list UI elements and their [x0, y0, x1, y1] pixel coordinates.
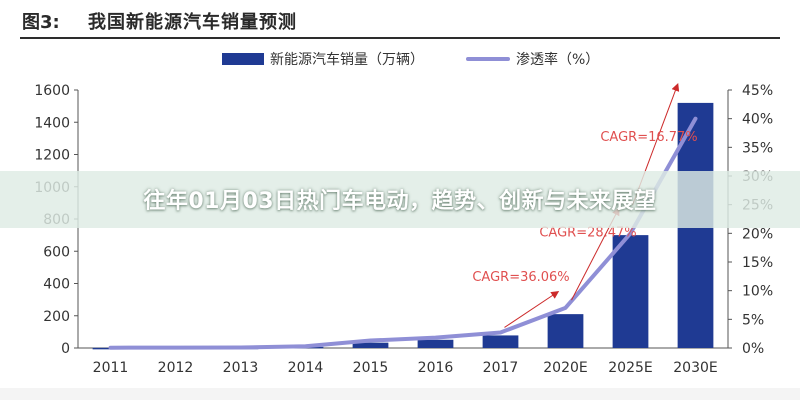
left-axis-tick-label: 1600 [34, 83, 70, 99]
legend-bar-label: 新能源汽车销量（万辆） [270, 51, 424, 68]
legend-bar-swatch [222, 53, 264, 65]
left-axis-tick-label: 600 [43, 244, 70, 260]
sales-bar [417, 339, 454, 348]
x-axis-tick-label: 2013 [223, 360, 259, 376]
left-axis-tick-label: 1200 [34, 148, 70, 164]
right-axis-tick-label: 15% [742, 255, 773, 271]
x-axis-tick-label: 2020E [543, 360, 587, 376]
x-axis-tick-label: 2016 [418, 360, 454, 376]
sales-bar [547, 314, 584, 348]
figure-label: 图3: [22, 12, 60, 33]
cagr-label: CAGR=36.06% [472, 270, 569, 285]
right-axis-tick-label: 35% [742, 140, 773, 156]
header-divider [20, 37, 780, 39]
right-axis-tick-label: 45% [742, 83, 773, 99]
right-axis-tick-label: 40% [742, 112, 773, 128]
sales-bar [482, 335, 519, 348]
x-axis-tick-label: 2012 [158, 360, 194, 376]
right-axis-tick-label: 20% [742, 226, 773, 242]
penetration-rate-line [108, 116, 698, 350]
x-axis-tick-label: 2017 [483, 360, 519, 376]
headline-text: 往年01月03日热门车电动，趋势、创新与未来展望 [143, 189, 657, 214]
right-axis-tick-label: 10% [742, 284, 773, 300]
bottom-caption-strip [0, 388, 800, 400]
headline-banner [0, 171, 800, 228]
sales-bar [352, 342, 389, 348]
figure-title: 我国新能源汽车销量预测 [88, 12, 297, 33]
x-axis-tick-label: 2014 [288, 360, 324, 376]
left-axis-tick-label: 0 [61, 341, 70, 357]
cagr-arrow [504, 291, 560, 328]
x-axis-tick-label: 2030E [673, 360, 717, 376]
figure-header: 图3: 我国新能源汽车销量预测 [22, 8, 782, 36]
x-axis-tick-label: 2011 [93, 360, 129, 376]
x-axis-tick-label: 2015 [353, 360, 389, 376]
right-axis-tick-label: 0% [742, 341, 764, 357]
cagr-label: CAGR=28.47% [539, 226, 636, 241]
legend-line-label: 渗透率（%） [516, 51, 599, 68]
sales-bar [612, 235, 649, 348]
cagr-label: CAGR=16.77% [600, 130, 697, 145]
left-axis-tick-label: 1400 [34, 115, 70, 131]
x-axis-tick-label: 2025E [608, 360, 652, 376]
left-axis-tick-label: 400 [43, 277, 70, 293]
left-axis-tick-label: 200 [43, 309, 70, 325]
right-axis-tick-label: 5% [742, 312, 764, 328]
